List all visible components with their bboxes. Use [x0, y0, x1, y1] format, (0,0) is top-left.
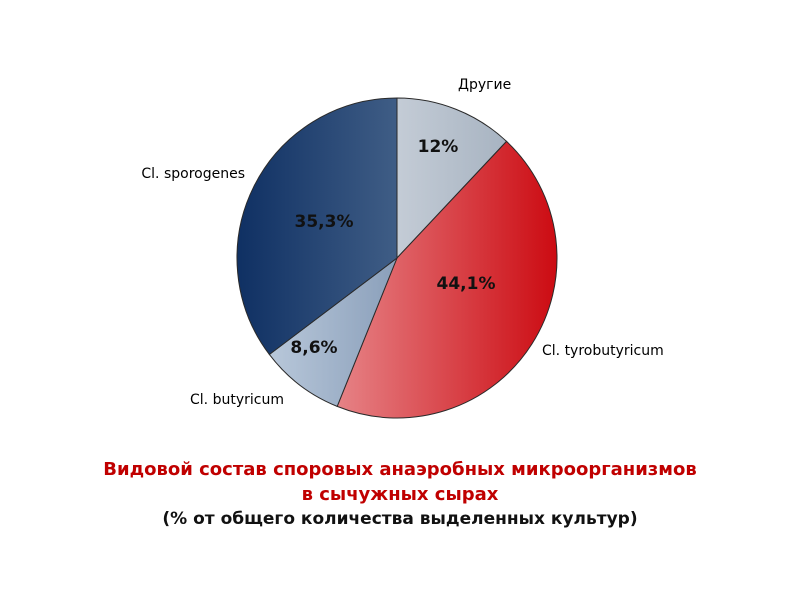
category-label-cl-butyricum: Cl. butyricum [190, 392, 284, 408]
chart-caption: Видовой состав споровых анаэробных микро… [0, 457, 800, 532]
pie-labels: 12% Другие 44,1% Cl. tyrobutyricum 8,6% Cl. b… [141, 77, 663, 408]
category-label-cl-sporogenes: Cl. sporogenes [141, 166, 245, 182]
data-label-cl-tyrobutyricum: 44,1% [437, 274, 496, 294]
pie-slice-другие [396, 97, 508, 260]
pie-slices [236, 97, 558, 419]
data-label-cl-butyricum: 8,6% [290, 338, 337, 358]
caption-title-line-1: Видовой состав споровых анаэробных микро… [103, 459, 697, 480]
caption-title-line-2: в сычужных сырах [301, 484, 499, 505]
pie-chart: 12% Другие 44,1% Cl. tyrobutyricum 8,6% Cl. b… [141, 77, 664, 419]
caption-subtitle: (% от общего количества выделенных культ… [162, 509, 638, 529]
pie-slice-cl-sporogenes [236, 97, 398, 356]
data-label-cl-sporogenes: 35,3% [295, 212, 354, 232]
pie-slice-cl-tyrobutyricum [336, 140, 558, 419]
pie-slice-cl-butyricum [268, 256, 399, 408]
category-label-другие: Другие [458, 77, 511, 93]
category-label-cl-tyrobutyricum: Cl. tyrobutyricum [542, 343, 664, 359]
data-label-другие: 12% [418, 137, 459, 157]
